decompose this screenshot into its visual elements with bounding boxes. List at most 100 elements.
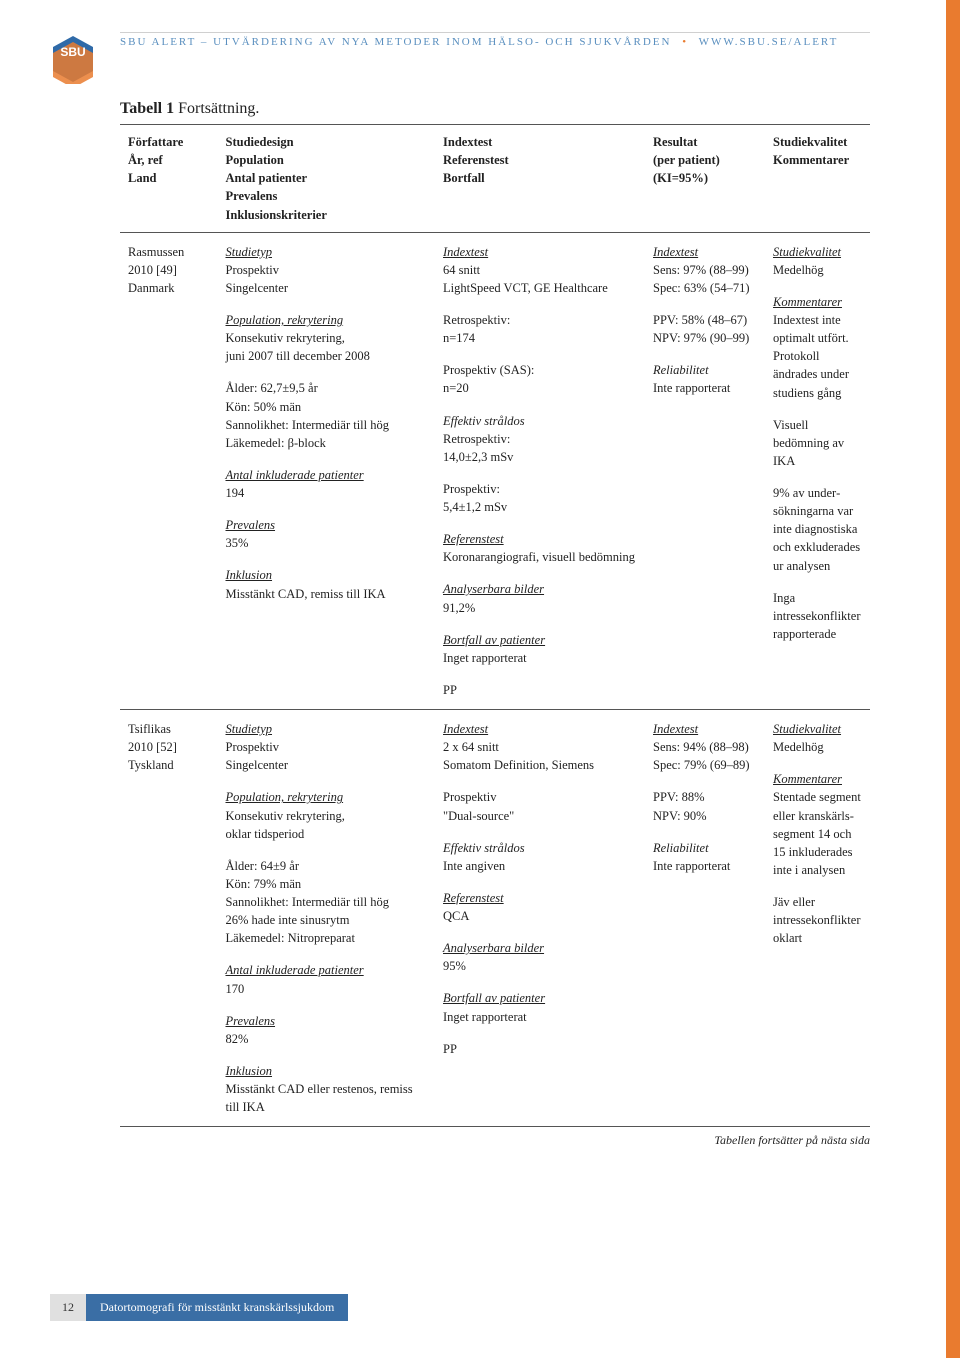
cell-text: LightSpeed VCT, GE Healthcare [443, 281, 608, 295]
cell-text: Konsekutiv rekrytering, [226, 331, 345, 345]
cell-text: Prospektiv (SAS): [443, 363, 534, 377]
col-header-design: StudiedesignPopulationAntal patienterPre… [218, 125, 436, 233]
sbu-logo-icon: SBU [48, 34, 98, 84]
cell-text: Spec: 79% (69–89) [653, 758, 750, 772]
cell-text: QCA [443, 909, 469, 923]
cell-text: PP [443, 683, 457, 697]
cell-text: Medelhög [773, 740, 824, 754]
cell-text: n=174 [443, 331, 475, 345]
page: sbu alert – utvärdering av nya metoder i… [0, 0, 960, 1358]
cell-text: 14,0±2,3 mSv [443, 450, 513, 464]
cell-text: 2 x 64 snitt [443, 740, 499, 754]
table-continuation-note: Tabellen fortsätter på nästa sida [120, 1133, 870, 1148]
author-country: Danmark [128, 279, 210, 297]
col-header-author: FörfattareÅr, refLand [120, 125, 218, 233]
result-cell: Indextest Sens: 94% (88–98) Spec: 79% (69–… [645, 710, 765, 1127]
cell-text: Prevalens [226, 518, 276, 532]
content-area: Tabell 1 Fortsättning. FörfattareÅr, ref… [0, 0, 960, 1148]
cell-text: NPV: 97% (90–99) [653, 331, 749, 345]
cell-text: 26% hade inte sinusrytm [226, 913, 350, 927]
cell-text: Ålder: 64±9 år [226, 859, 300, 873]
cell-text: Reliabilitet [653, 363, 709, 377]
header-rule [120, 32, 870, 33]
cell-text: Studietyp [226, 245, 273, 259]
table-row: Rasmussen2010 [49]Danmark Studietyp Prospe… [120, 232, 870, 709]
cell-text: "Dual-source" [443, 809, 514, 823]
page-header: sbu alert – utvärdering av nya metoder i… [0, 12, 960, 60]
page-footer: 12Datortomografi för misstänkt kranskärl… [50, 1294, 870, 1322]
cell-text: Spec: 63% (54–71) [653, 281, 750, 295]
author-year-ref: 2010 [49] [128, 261, 210, 279]
cell-text: Population, rekrytering [226, 790, 344, 804]
cell-text: Retrospektiv: [443, 432, 510, 446]
cell-text: Singelcenter [226, 758, 288, 772]
cell-text: Population, rekrytering [226, 313, 344, 327]
cell-text: Prospektiv [443, 790, 496, 804]
table-body: Rasmussen2010 [49]Danmark Studietyp Prospe… [120, 232, 870, 1127]
cell-text: 170 [226, 982, 245, 996]
cell-text: Inga intressekonflikter rapporterade [773, 591, 860, 641]
author-name: Rasmussen [128, 243, 210, 261]
author-country: Tyskland [128, 756, 210, 774]
cell-text: Sens: 97% (88–99) [653, 263, 749, 277]
header-dot-icon: • [676, 36, 694, 48]
header-subtitle: sbu alert – utvärdering av nya metoder i… [120, 36, 671, 48]
cell-text: Antal inkluderade patienter [226, 468, 364, 482]
cell-text: Indextest [653, 722, 698, 736]
quality-cell: Studiekvalitet Medelhög Kommentarer Stentad… [765, 710, 870, 1127]
cell-text: juni 2007 till december 2008 [226, 349, 370, 363]
col-header-index: IndextestReferenstestBortfall [435, 125, 645, 233]
cell-text: Indextest [443, 245, 488, 259]
quality-cell: StudiekvalitetMedelhögKommentarerIndexte… [765, 232, 870, 709]
table-title: Tabell 1 Fortsättning. [120, 100, 870, 118]
cell-text: Läkemedel: Nitropreparat [226, 931, 355, 945]
cell-text: Effektiv stråldos [443, 841, 525, 855]
cell-text: Misstänkt CAD, remiss till IKA [226, 587, 386, 601]
cell-text: Indextest [653, 245, 698, 259]
cell-text: Prospektiv: [443, 482, 500, 496]
cell-text: Inte angiven [443, 859, 505, 873]
cell-text: Läkemedel: β-block [226, 436, 326, 450]
col-header-result: Resultat(per patient)(KI=95%) [645, 125, 765, 233]
cell-text: Prospektiv [226, 740, 279, 754]
cell-text: Sannolikhet: Intermediär till hög [226, 418, 390, 432]
evidence-table: FörfattareÅr, refLand StudiedesignPopula… [120, 124, 870, 1127]
design-cell: Studietyp Prospektiv Singelcenter Populatio… [218, 232, 436, 709]
cell-text: Sens: 94% (88–98) [653, 740, 749, 754]
cell-text: Bortfall av patienter [443, 991, 545, 1005]
header-text: sbu alert – utvärdering av nya metoder i… [120, 36, 838, 48]
cell-text: Ålder: 62,7±9,5 år [226, 381, 318, 395]
cell-text: Kön: 79% män [226, 877, 302, 891]
cell-text: Indextest inte optimalt utfört. Protokol… [773, 313, 849, 400]
cell-text: Antal inkluderade patienter [226, 963, 364, 977]
cell-text: PPV: 88% [653, 790, 705, 804]
cell-text: Kommentarer [773, 295, 842, 309]
cell-text: Kommentarer [773, 772, 842, 786]
table-title-bold: Tabell 1 [120, 100, 174, 117]
cell-text: Inte rapporterat [653, 859, 730, 873]
cell-text: Inget rapporterat [443, 1010, 527, 1024]
cell-text: Stentade segment eller kranskärls­segmen… [773, 790, 861, 877]
side-accent-band [946, 0, 960, 1358]
table-title-cont: Fortsättning. [174, 100, 259, 117]
author-cell: Rasmussen2010 [49]Danmark [120, 232, 218, 709]
cell-text: Singelcenter [226, 281, 288, 295]
cell-text: Medelhög [773, 263, 824, 277]
cell-text: Inte rapporterat [653, 381, 730, 395]
cell-text: 194 [226, 486, 245, 500]
cell-text: Sannolikhet: Intermediär till hög [226, 895, 390, 909]
cell-text: Effektiv stråldos [443, 414, 525, 428]
cell-text: Somatom Definition, Siemens [443, 758, 594, 772]
cell-text: Studiekvalitet [773, 722, 841, 736]
cell-text: oklar tidsperiod [226, 827, 305, 841]
cell-text: 5,4±1,2 mSv [443, 500, 507, 514]
cell-text: Koronarangiografi, visuell bedömning [443, 550, 635, 564]
cell-text: Prospektiv [226, 263, 279, 277]
cell-text: Studietyp [226, 722, 273, 736]
col-header-quality: StudiekvalitetKommentarer [765, 125, 870, 233]
cell-text: Kön: 50% män [226, 400, 302, 414]
index-cell: Indextest2 x 64 snittSomatom Definition,… [435, 710, 645, 1127]
cell-text: PPV: 58% (48–67) [653, 313, 747, 327]
cell-text: Analyserbara bilder [443, 582, 544, 596]
cell-text: Inget rapporterat [443, 651, 527, 665]
